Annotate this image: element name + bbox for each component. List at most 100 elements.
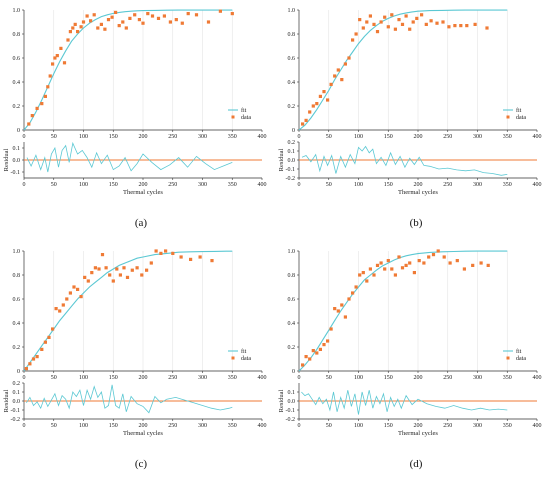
- data-point: [162, 14, 166, 18]
- data-point: [390, 13, 394, 17]
- data-point: [351, 291, 355, 295]
- x-tick-label: 250: [168, 134, 177, 140]
- residual-y-tick-label: -0.2: [286, 176, 296, 182]
- data-point: [485, 26, 489, 30]
- data-point: [47, 335, 51, 339]
- data-point: [473, 22, 477, 26]
- x-tick-label: 150: [384, 134, 393, 140]
- y-tick-label: 0.6: [288, 56, 296, 62]
- data-point: [106, 18, 111, 22]
- data-point: [171, 251, 175, 255]
- legend-data-swatch: [231, 356, 235, 360]
- x-tick-label: 150: [109, 134, 118, 140]
- x-tick-label: 50: [51, 134, 57, 140]
- data-point: [436, 249, 440, 253]
- data-point: [68, 30, 72, 34]
- residual-x-tick-label: 0: [23, 423, 26, 429]
- y-tick-label: 0.4: [13, 80, 21, 86]
- y-tick-label: 0: [292, 369, 295, 375]
- data-point: [379, 261, 383, 265]
- data-point: [135, 266, 139, 270]
- x-tick-label: 50: [326, 375, 332, 381]
- data-point: [420, 13, 424, 17]
- x-axis-title: Thermal cycles: [123, 430, 163, 437]
- data-point: [347, 56, 351, 60]
- data-point: [145, 268, 149, 272]
- data-point: [104, 266, 108, 270]
- data-point: [189, 257, 193, 261]
- y-tick-label: 0.2: [13, 104, 21, 110]
- residual-x-tick-label: 350: [228, 182, 237, 188]
- data-point: [427, 255, 431, 259]
- data-point: [336, 309, 340, 313]
- x-tick-label: 350: [228, 134, 237, 140]
- y-tick-label: 0.2: [13, 345, 21, 351]
- data-point: [486, 263, 490, 267]
- data-point: [311, 104, 315, 108]
- data-point: [411, 20, 415, 24]
- data-point: [318, 347, 322, 351]
- data-point: [326, 98, 330, 102]
- residual-y-tick-label: -0.1: [11, 170, 21, 176]
- data-point: [347, 297, 351, 301]
- data-point: [115, 267, 119, 271]
- residual-x-tick-label: 250: [168, 182, 177, 188]
- data-point: [122, 266, 126, 270]
- x-axis-title: Thermal cycles: [123, 189, 163, 196]
- data-point: [92, 13, 96, 17]
- data-point: [343, 315, 347, 319]
- y-tick-label: 0.8: [288, 32, 296, 38]
- y-tick-label: 0.4: [288, 321, 296, 327]
- residual-x-tick-label: 400: [533, 423, 542, 429]
- data-point: [442, 255, 446, 259]
- residual-x-tick-label: 400: [533, 182, 542, 188]
- y-tick-label: 0: [17, 128, 20, 134]
- x-tick-label: 300: [198, 134, 207, 140]
- data-point: [24, 367, 28, 371]
- y-tick-label: 0.4: [13, 321, 21, 327]
- residual-x-tick-label: 50: [51, 423, 57, 429]
- data-point: [156, 16, 161, 20]
- data-point: [358, 18, 362, 22]
- residual-y-tick-label: -0.2: [286, 417, 296, 423]
- data-point: [146, 12, 150, 16]
- x-tick-label: 100: [79, 134, 88, 140]
- data-point: [340, 78, 344, 82]
- data-point: [368, 267, 372, 271]
- x-tick-label: 150: [384, 375, 393, 381]
- x-tick-label: 400: [258, 134, 267, 140]
- x-tick-label: 0: [23, 134, 26, 140]
- data-point: [66, 38, 70, 42]
- chart-svg: 0 50 100 150 200 250 300 350 400 0 0.2 0.4 0.6 0.8 1.0…: [278, 249, 542, 470]
- data-point: [51, 62, 55, 66]
- data-point: [114, 10, 118, 14]
- data-point: [130, 268, 134, 272]
- data-point: [417, 259, 421, 263]
- data-point: [372, 22, 376, 26]
- data-point: [149, 261, 153, 265]
- x-tick-label: 50: [51, 375, 57, 381]
- data-point: [65, 297, 69, 301]
- data-point: [100, 253, 105, 257]
- x-tick-label: 250: [168, 375, 177, 381]
- y-tick-label: 1.0: [13, 8, 21, 14]
- data-point: [73, 22, 77, 26]
- data-point: [304, 355, 308, 359]
- legend-data-swatch: [231, 115, 235, 119]
- data-point: [61, 303, 65, 307]
- data-point: [375, 263, 380, 267]
- residual-x-tick-label: 300: [473, 423, 482, 429]
- data-point: [128, 16, 132, 20]
- x-tick-label: 200: [139, 375, 148, 381]
- legend-data-label: data: [516, 115, 526, 121]
- data-point: [435, 21, 439, 25]
- residual-curve: [26, 384, 233, 414]
- data-point: [72, 285, 76, 289]
- residual-x-tick-label: 150: [384, 182, 393, 188]
- data-point: [361, 26, 365, 30]
- residual-x-tick-label: 400: [258, 423, 267, 429]
- panel-d: 0 50 100 150 200 250 300 350 400 0 0.2 0.4 0.6 0.8 1.0…: [275, 241, 550, 482]
- data-point: [404, 263, 408, 267]
- data-point: [459, 24, 463, 28]
- residual-x-tick-label: 50: [326, 182, 332, 188]
